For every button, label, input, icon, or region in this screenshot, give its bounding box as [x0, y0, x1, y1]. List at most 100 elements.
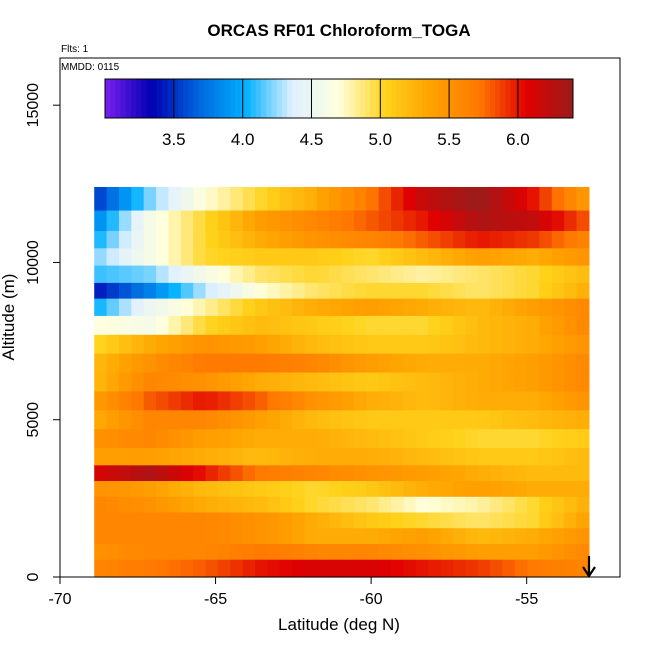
- heatmap-cell: [316, 410, 330, 430]
- heatmap-cell: [440, 559, 454, 578]
- x-tick-label: -70: [48, 591, 71, 608]
- colorbar-swatch: [255, 79, 262, 118]
- heatmap-cell: [242, 559, 256, 578]
- heatmap-cell: [477, 391, 491, 411]
- heatmap-cell: [353, 282, 367, 300]
- heatmap-cell: [118, 298, 132, 317]
- heatmap-cell: [551, 210, 565, 232]
- heatmap-cell: [106, 410, 120, 430]
- heatmap-cell: [403, 248, 417, 267]
- heatmap-cell: [391, 334, 404, 355]
- heatmap-cell: [230, 248, 244, 267]
- colorbar-swatch: [245, 79, 252, 118]
- heatmap-cell: [168, 559, 182, 578]
- heatmap-cell: [353, 372, 367, 393]
- heatmap-cell: [353, 231, 367, 249]
- heatmap-cell: [514, 186, 528, 212]
- heatmap-cell: [341, 559, 355, 578]
- heatmap-cell: [539, 391, 553, 411]
- heatmap-cell: [304, 448, 318, 466]
- chart-title: ORCAS RF01 Chloroform_TOGA: [207, 21, 470, 40]
- heatmap-cell: [180, 429, 194, 449]
- heatmap-cell: [514, 334, 528, 355]
- heatmap-cell: [254, 282, 268, 300]
- x-axis-label: Latitude (deg N): [278, 615, 400, 634]
- heatmap-cell: [378, 372, 392, 393]
- heatmap-cell: [452, 543, 466, 561]
- heatmap-cell: [452, 429, 466, 449]
- heatmap-cell: [514, 559, 528, 578]
- heatmap-cell: [118, 448, 132, 466]
- heatmap-cell: [403, 465, 417, 482]
- heatmap-cell: [329, 429, 343, 449]
- heatmap-cell: [489, 448, 503, 466]
- heatmap-cell: [106, 210, 120, 232]
- heatmap-cell: [378, 429, 392, 449]
- colorbar-swatch: [203, 79, 210, 118]
- heatmap-cell: [403, 448, 417, 466]
- heatmap-cell: [329, 248, 343, 267]
- heatmap-cell: [391, 298, 404, 317]
- heatmap-cell: [551, 528, 565, 545]
- heatmap-cell: [242, 334, 256, 355]
- heatmap-cell: [539, 265, 553, 284]
- heatmap-cell: [551, 429, 565, 449]
- heatmap-cell: [217, 265, 231, 284]
- heatmap-cell: [156, 210, 170, 232]
- heatmap-cell: [353, 298, 367, 317]
- heatmap-cell: [94, 448, 108, 466]
- heatmap-cell: [489, 465, 503, 482]
- heatmap-cell: [168, 391, 182, 411]
- heatmap-cell: [180, 481, 194, 498]
- heatmap-cell: [366, 315, 380, 336]
- heatmap-cell: [242, 481, 256, 498]
- heatmap-cell: [551, 559, 565, 578]
- heatmap-cell: [576, 282, 590, 300]
- heatmap-cell: [118, 528, 132, 545]
- heatmap-cell: [217, 512, 231, 529]
- heatmap-cell: [143, 353, 157, 374]
- heatmap-cell: [180, 372, 194, 393]
- heatmap-cell: [428, 543, 442, 561]
- heatmap-cell: [143, 265, 157, 284]
- heatmap-cell: [514, 429, 528, 449]
- heatmap-cell: [106, 465, 120, 482]
- heatmap-cell: [279, 543, 293, 561]
- heatmap-cell: [106, 429, 120, 449]
- heatmap-cell: [440, 543, 454, 561]
- heatmap-cell: [378, 315, 392, 336]
- heatmap-cell: [304, 334, 318, 355]
- heatmap-cell: [440, 496, 454, 514]
- heatmap-cell: [94, 528, 108, 545]
- heatmap-cell: [279, 559, 293, 578]
- heatmap-cell: [230, 543, 244, 561]
- heatmap-cell: [366, 448, 380, 466]
- heatmap-cell: [403, 481, 417, 498]
- heatmap-cell: [254, 465, 268, 482]
- heatmap-cell: [94, 334, 108, 355]
- heatmap-cell: [527, 282, 541, 300]
- heatmap-cell: [230, 353, 244, 374]
- heatmap-cell: [193, 512, 207, 529]
- heatmap-cell: [131, 496, 145, 514]
- heatmap-cell: [267, 391, 281, 411]
- heatmap-cell: [428, 429, 442, 449]
- heatmap-cell: [205, 410, 219, 430]
- heatmap-cell: [415, 248, 429, 267]
- heatmap-cell: [106, 334, 120, 355]
- heatmap-cell: [378, 481, 392, 498]
- heatmap-cell: [415, 559, 429, 578]
- heatmap-cell: [378, 465, 392, 482]
- y-tick-label: 0: [25, 572, 42, 581]
- heatmap-cell: [527, 512, 541, 529]
- heatmap-cell: [378, 528, 392, 545]
- heatmap-cell: [118, 481, 132, 498]
- heatmap-cell: [230, 315, 244, 336]
- heatmap-cell: [292, 481, 306, 498]
- heatmap-cell: [316, 265, 330, 284]
- heatmap-cell: [465, 282, 479, 300]
- heatmap-cell: [230, 448, 244, 466]
- heatmap-cell: [118, 559, 132, 578]
- heatmap-cell: [341, 231, 355, 249]
- heatmap-cell: [551, 282, 565, 300]
